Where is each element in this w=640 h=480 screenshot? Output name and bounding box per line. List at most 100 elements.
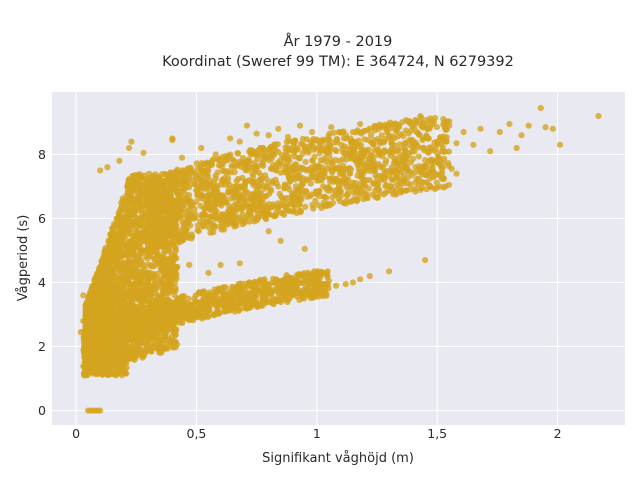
data-point: [425, 169, 432, 176]
data-point: [108, 286, 115, 293]
data-point: [277, 157, 284, 164]
data-point: [88, 285, 95, 293]
data-point: [291, 153, 298, 160]
data-point: [291, 137, 299, 144]
data-point: [159, 180, 166, 188]
data-point: [271, 141, 278, 148]
data-point: [307, 180, 314, 187]
data-point: [144, 261, 151, 268]
data-point: [159, 287, 166, 294]
data-point: [118, 236, 125, 243]
data-point: [413, 117, 420, 124]
data-point: [188, 231, 195, 238]
data-point: [203, 186, 211, 193]
data-point: [149, 275, 156, 282]
data-point: [352, 184, 359, 191]
data-point: [381, 138, 388, 145]
data-point: [197, 165, 204, 172]
data-point: [309, 201, 316, 208]
data-point: [279, 209, 286, 217]
data-point: [284, 195, 291, 202]
data-point: [363, 160, 370, 167]
data-point: [170, 338, 177, 345]
chart-subtitle: Koordinat (Sweref 99 TM): E 364724, N 62…: [162, 54, 514, 70]
data-point: [310, 136, 317, 143]
data-point: [149, 233, 157, 240]
data-point: [177, 227, 185, 234]
data-point: [321, 193, 328, 200]
data-point: [136, 231, 143, 239]
data-point: [339, 169, 346, 177]
chart-title: År 1979 - 2019: [284, 33, 393, 50]
data-point: [145, 226, 152, 233]
data-point: [245, 210, 252, 217]
data-point: [161, 334, 168, 341]
data-point: [149, 285, 156, 292]
data-point: [143, 286, 150, 293]
data-point: [133, 197, 141, 204]
data-point: [130, 218, 137, 226]
data-point: [411, 125, 418, 132]
data-point: [201, 160, 208, 167]
data-point: [272, 163, 280, 170]
data-point: [172, 331, 179, 338]
data-point: [223, 170, 230, 177]
data-point: [203, 173, 210, 180]
data-point: [429, 164, 436, 171]
data-point: [124, 291, 131, 298]
data-point: [297, 140, 305, 147]
data-point: [102, 310, 109, 317]
data-point: [160, 262, 167, 269]
data-point: [252, 197, 259, 204]
data-point: [226, 153, 233, 160]
data-point: [355, 154, 362, 161]
data-point: [145, 189, 152, 197]
data-point: [131, 356, 138, 363]
data-point: [159, 196, 166, 203]
data-point: [268, 155, 275, 162]
data-point: [379, 163, 386, 171]
data-point: [249, 202, 256, 209]
data-point: [134, 174, 141, 182]
data-point: [332, 157, 339, 164]
data-point: [276, 190, 283, 197]
data-point: [438, 147, 446, 155]
data-point: [246, 148, 253, 155]
data-point: [128, 259, 136, 266]
data-point: [241, 180, 249, 187]
data-point: [158, 255, 165, 262]
data-point: [125, 197, 132, 204]
data-point: [234, 150, 242, 157]
data-point: [394, 133, 401, 140]
data-point: [147, 348, 154, 355]
data-point: [369, 141, 377, 148]
data-point: [159, 268, 166, 276]
data-point: [399, 164, 406, 171]
data-point: [433, 184, 440, 191]
data-point: [157, 238, 165, 245]
data-point: [224, 178, 231, 185]
data-point: [140, 352, 148, 359]
data-point: [109, 307, 116, 314]
data-point: [217, 181, 224, 188]
data-point: [145, 292, 152, 299]
data-point: [329, 194, 336, 201]
data-point: [339, 156, 346, 163]
data-point: [350, 196, 357, 203]
data-point: [154, 175, 161, 182]
data-points: [77, 104, 602, 414]
data-point: [343, 183, 350, 191]
data-point: [422, 157, 429, 164]
data-point: [323, 202, 330, 209]
data-point: [334, 136, 341, 143]
data-point: [296, 196, 303, 203]
data-point: [151, 280, 158, 287]
data-point: [376, 152, 383, 159]
data-point: [320, 157, 327, 164]
data-point: [184, 198, 192, 205]
data-point: [302, 158, 309, 166]
data-point: [319, 164, 326, 171]
data-point: [176, 201, 183, 208]
data-point: [284, 182, 291, 189]
data-point: [215, 157, 222, 164]
